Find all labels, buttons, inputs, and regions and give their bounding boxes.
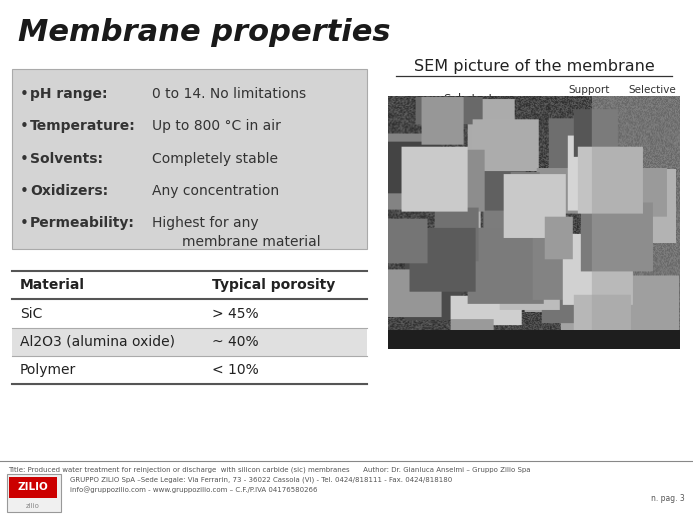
Text: zilio: zilio	[26, 503, 40, 509]
FancyBboxPatch shape	[12, 328, 367, 356]
Text: 0 to 14. No limitations: 0 to 14. No limitations	[152, 87, 306, 101]
FancyBboxPatch shape	[7, 474, 61, 512]
Text: Completely stable: Completely stable	[152, 152, 278, 166]
Text: info@gruppozilio.com - www.gruppozilio.com – C.F./P.IVA 04176580266: info@gruppozilio.com - www.gruppozilio.c…	[70, 486, 317, 493]
Text: membrane material: membrane material	[182, 235, 321, 249]
FancyBboxPatch shape	[9, 477, 57, 498]
Text: Material: Material	[20, 278, 85, 292]
Text: > 45%: > 45%	[212, 307, 258, 320]
Text: SiC: SiC	[20, 307, 42, 320]
Text: ZILIO: ZILIO	[17, 482, 49, 492]
Text: n. pag. 3: n. pag. 3	[651, 493, 685, 502]
Text: •: •	[20, 184, 29, 199]
FancyBboxPatch shape	[12, 300, 367, 328]
Text: pH range:: pH range:	[30, 87, 107, 101]
FancyBboxPatch shape	[12, 69, 367, 249]
Text: < 10%: < 10%	[212, 363, 258, 377]
FancyBboxPatch shape	[12, 271, 367, 300]
Text: Solvents:: Solvents:	[30, 152, 103, 166]
Text: Any concentration: Any concentration	[152, 184, 279, 198]
Text: Membrane properties: Membrane properties	[18, 18, 390, 47]
Text: Title: Produced water treatment for reinjection or discharge  with silicon carbi: Title: Produced water treatment for rein…	[8, 466, 531, 473]
Text: Al2O3 (alumina oxide): Al2O3 (alumina oxide)	[20, 335, 175, 349]
Text: •: •	[20, 152, 29, 167]
Text: •: •	[20, 216, 29, 231]
Text: SEM picture of the membrane: SEM picture of the membrane	[414, 59, 654, 74]
Text: GRUPPO ZILIO SpA –Sede Legale: Via Ferrarin, 73 - 36022 Cassola (VI) - Tel. 0424: GRUPPO ZILIO SpA –Sede Legale: Via Ferra…	[70, 476, 453, 483]
Text: Permeability:: Permeability:	[30, 216, 135, 230]
Text: Selective
layer: Selective layer	[628, 85, 676, 106]
Text: Substrate: Substrate	[443, 93, 500, 106]
Text: ~ 40%: ~ 40%	[212, 335, 258, 349]
FancyBboxPatch shape	[12, 356, 367, 384]
Text: Typical porosity: Typical porosity	[212, 278, 335, 292]
Text: Polymer: Polymer	[20, 363, 76, 377]
Text: Temperature:: Temperature:	[30, 120, 136, 133]
Text: Support
layer: Support layer	[569, 85, 611, 106]
Text: •: •	[20, 87, 29, 102]
Text: Up to 800 °C in air: Up to 800 °C in air	[152, 120, 281, 133]
Text: Highest for any: Highest for any	[152, 216, 258, 230]
Text: Oxidizers:: Oxidizers:	[30, 184, 108, 198]
Text: •: •	[20, 120, 29, 134]
